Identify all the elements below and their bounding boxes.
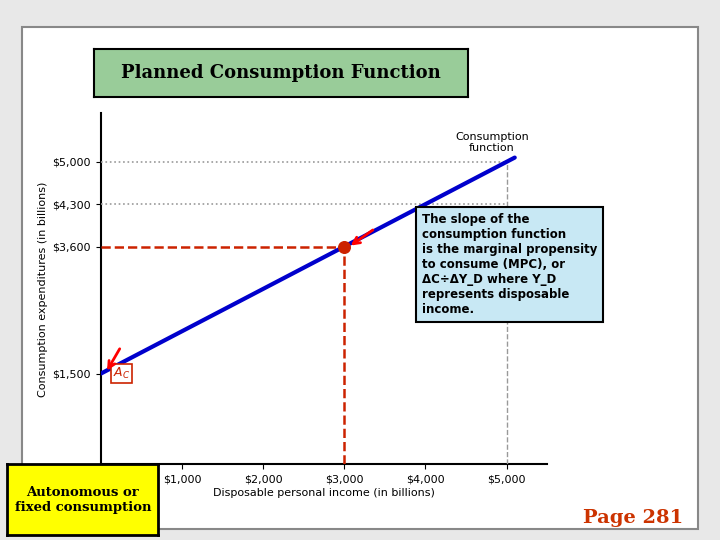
Text: Planned Consumption Function: Planned Consumption Function — [121, 64, 441, 82]
Point — [338, 242, 350, 251]
Text: The slope of the
consumption function
is the marginal propensity
to consume (MPC: The slope of the consumption function is… — [422, 213, 598, 316]
Y-axis label: Consumption expenditures (in billions): Consumption expenditures (in billions) — [38, 181, 48, 396]
Text: Autonomous or
fixed consumption: Autonomous or fixed consumption — [14, 485, 151, 514]
Text: $A_C$: $A_C$ — [113, 366, 130, 381]
X-axis label: Disposable personal income (in billions): Disposable personal income (in billions) — [213, 488, 435, 498]
Text: 0: 0 — [81, 483, 88, 492]
Text: Page 281: Page 281 — [583, 509, 684, 528]
Text: Consumption
function: Consumption function — [455, 132, 529, 153]
